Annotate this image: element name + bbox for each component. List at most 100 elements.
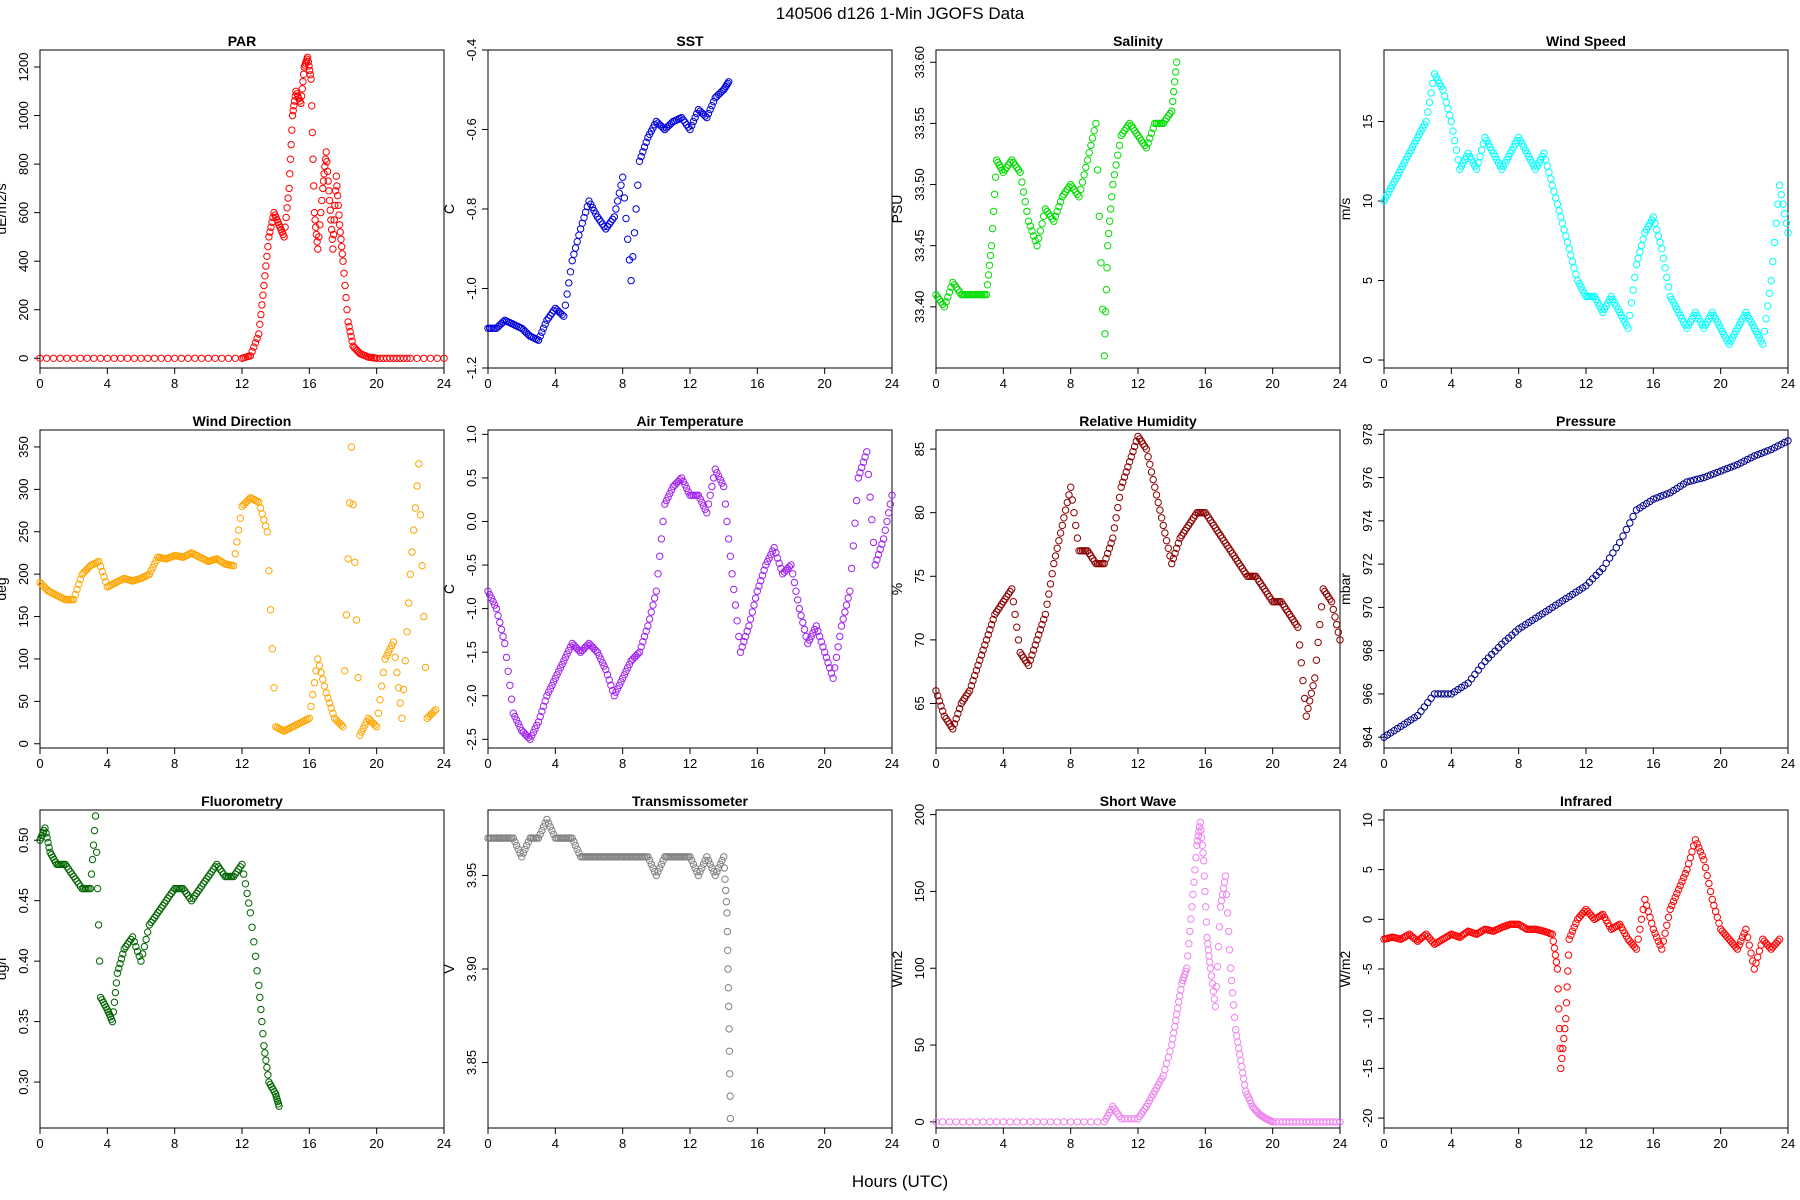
data-point (982, 636, 991, 644)
data-point (1769, 257, 1777, 266)
data-point (1068, 496, 1077, 504)
x-tick-label: 16 (1646, 376, 1660, 391)
data-point (403, 628, 411, 636)
data-point (1114, 503, 1122, 512)
data-point (1217, 896, 1226, 905)
data-point (512, 841, 521, 850)
data-point (1168, 1041, 1176, 1049)
data-point (344, 318, 352, 326)
data-point (536, 332, 544, 340)
data-point (696, 495, 704, 503)
data-point (1649, 925, 1658, 933)
data-point (800, 625, 809, 634)
data-point (1637, 241, 1646, 250)
data-point (1221, 872, 1230, 880)
data-point (573, 237, 581, 246)
data-point (986, 251, 995, 260)
data-point (41, 824, 49, 832)
data-point (346, 499, 354, 507)
data-point (264, 242, 272, 251)
data-point (1100, 559, 1109, 568)
data-point (725, 535, 733, 543)
data-point (1329, 605, 1338, 614)
data-point (286, 170, 294, 178)
data-point (204, 354, 213, 362)
data-point (1102, 554, 1110, 563)
data-point (1009, 598, 1018, 606)
data-point (1085, 149, 1093, 157)
data-point (1159, 521, 1168, 530)
x-tick-label: 20 (1713, 376, 1727, 391)
data-point (331, 187, 340, 195)
series-points (1380, 437, 1792, 741)
data-point (1109, 180, 1117, 189)
y-tick-label: 33.45 (912, 229, 927, 262)
data-point (1425, 98, 1434, 107)
data-point (349, 500, 357, 509)
data-point (1568, 257, 1577, 266)
series-points (484, 78, 733, 344)
data-point (718, 856, 726, 865)
data-point (312, 230, 321, 239)
data-point (568, 834, 576, 842)
data-point (952, 715, 960, 723)
data-point (698, 864, 706, 872)
data-point (311, 216, 319, 224)
data-point (888, 491, 896, 499)
data-point (297, 99, 305, 108)
data-point (703, 853, 711, 861)
data-point (657, 860, 666, 868)
data-point (1755, 947, 1764, 955)
data-point (298, 85, 306, 93)
data-point (197, 354, 206, 362)
y-tick-label: 3.90 (464, 956, 479, 981)
data-point (1112, 161, 1120, 169)
data-point (351, 558, 359, 566)
data-point (689, 117, 698, 126)
x-tick-label: 8 (171, 1136, 178, 1151)
data-point (539, 702, 548, 710)
data-point (144, 354, 152, 362)
data-point (1440, 92, 1449, 100)
x-tick-label: 24 (885, 1136, 899, 1151)
data-point (150, 560, 159, 568)
data-point (147, 567, 155, 575)
data-point (699, 502, 708, 510)
data-point (1125, 458, 1134, 466)
data-point (523, 841, 531, 850)
data-point (413, 354, 421, 362)
x-tick-label: 16 (1646, 1136, 1660, 1151)
x-tick-label: 8 (619, 756, 626, 771)
data-point (1115, 493, 1124, 502)
data-point (489, 597, 497, 606)
data-point (706, 860, 714, 868)
data-point (1214, 943, 1223, 951)
data-point (1562, 232, 1570, 240)
y-tick-label: 966 (1360, 683, 1375, 705)
data-point (1294, 623, 1302, 631)
data-point (1636, 248, 1644, 256)
data-point (103, 354, 112, 362)
data-point (575, 646, 583, 655)
x-tick-label: 16 (302, 756, 316, 771)
data-point (934, 692, 942, 700)
data-point (966, 1118, 974, 1126)
data-point (1474, 666, 1483, 674)
x-tick-label: 0 (1380, 756, 1387, 771)
data-point (821, 648, 829, 656)
data-point (598, 658, 607, 667)
data-point (299, 77, 307, 86)
data-point (935, 697, 944, 705)
data-point (1556, 1044, 1564, 1053)
data-point (847, 564, 856, 573)
data-point (1557, 1064, 1565, 1073)
data-point (309, 690, 317, 699)
x-tick-label: 4 (104, 376, 111, 391)
data-point (650, 868, 659, 876)
data-point (1720, 466, 1728, 474)
data-point (1092, 119, 1100, 128)
data-point (258, 301, 266, 309)
data-point (725, 78, 733, 86)
data-point (234, 526, 243, 534)
data-point (142, 935, 150, 944)
